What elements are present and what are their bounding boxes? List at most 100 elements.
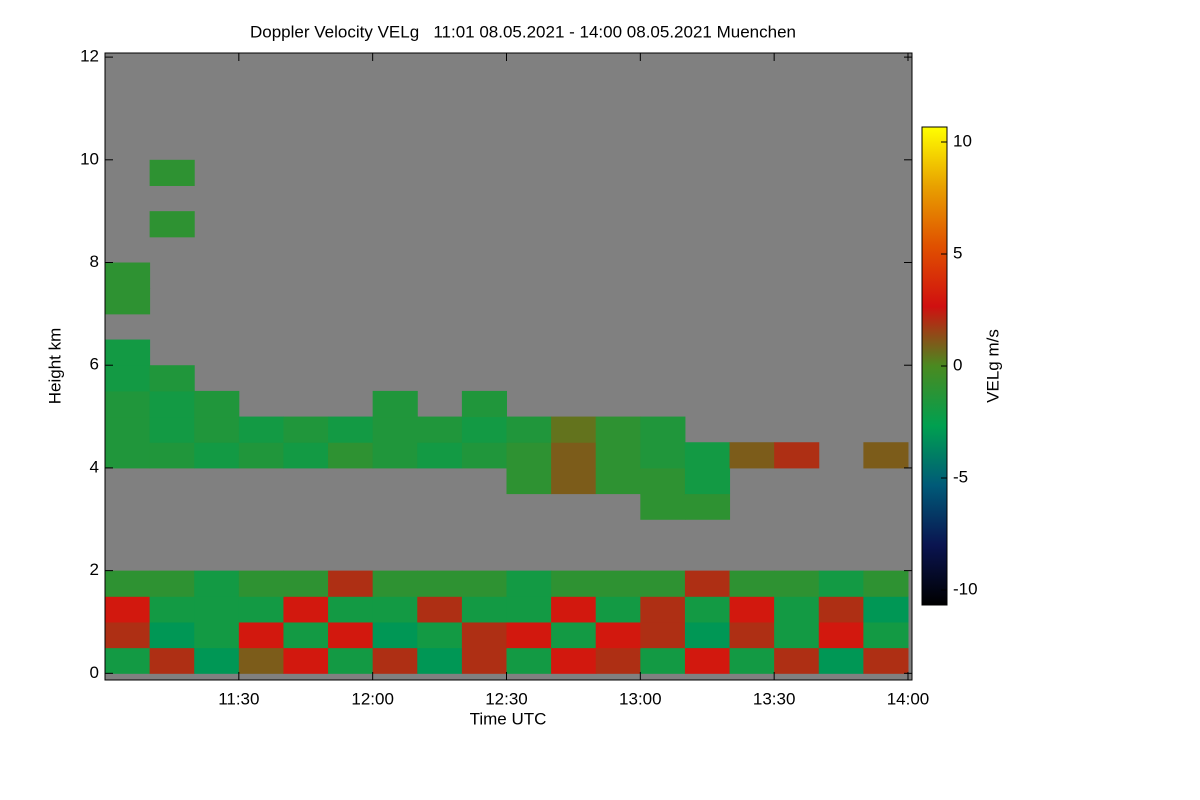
heat-cell <box>684 596 731 623</box>
heat-cell <box>461 621 507 649</box>
heat-cell <box>595 416 641 443</box>
heat-cell <box>640 570 686 597</box>
heat-cell <box>328 596 374 623</box>
heat-cell <box>863 621 909 649</box>
heat-cell <box>684 493 731 520</box>
heat-cell <box>105 596 151 623</box>
x-tick-label: 11:30 <box>218 689 259 708</box>
colorbar-label: VELg m/s <box>983 329 1002 403</box>
heat-cell <box>863 596 909 623</box>
heat-cell <box>105 339 151 366</box>
heat-cell <box>194 416 240 443</box>
heat-cell <box>105 442 151 469</box>
heat-cell <box>194 390 240 418</box>
y-tick-label: 8 <box>90 252 99 271</box>
heat-cell <box>551 570 597 597</box>
heat-cell <box>105 570 151 597</box>
heat-cell <box>506 416 552 443</box>
heat-cell <box>372 570 418 597</box>
x-tick-label: 12:30 <box>485 689 528 708</box>
colorbar-tick-label: 5 <box>953 243 962 262</box>
heat-cell <box>774 596 820 623</box>
heat-cell <box>684 442 731 469</box>
heat-cell <box>729 647 775 674</box>
heat-cell <box>684 621 731 649</box>
heat-cell <box>729 596 775 623</box>
heat-cell <box>818 596 864 623</box>
y-tick-label: 12 <box>80 47 99 66</box>
heat-cell <box>774 442 820 469</box>
heat-cell <box>149 159 195 186</box>
heat-cell <box>238 442 284 469</box>
heat-cell <box>105 390 151 418</box>
heat-cell <box>506 647 552 674</box>
y-tick-label: 0 <box>90 663 99 682</box>
heat-cell <box>461 442 507 469</box>
heat-cell <box>283 442 329 469</box>
heat-cell <box>595 621 641 649</box>
x-tick-label: 13:00 <box>619 689 662 708</box>
heat-cell <box>238 621 284 649</box>
heat-cell <box>461 596 507 623</box>
y-tick-label: 6 <box>90 355 99 374</box>
heat-cell <box>372 621 418 649</box>
heat-cell <box>640 621 686 649</box>
heat-cell <box>461 416 507 443</box>
heat-cell <box>506 596 552 623</box>
heat-cell <box>372 647 418 674</box>
heat-cell <box>328 442 374 469</box>
plot-frame <box>104 52 913 681</box>
heat-cell <box>595 596 641 623</box>
x-tick-label: 12:00 <box>351 689 394 708</box>
heat-cell <box>417 570 463 597</box>
heat-cell <box>105 365 151 392</box>
heat-cell <box>863 647 909 674</box>
heat-cell <box>149 365 195 392</box>
heat-cell <box>328 570 374 597</box>
x-tick-label: 14:00 <box>887 689 930 708</box>
heat-cell <box>774 570 820 597</box>
heat-cell <box>283 621 329 649</box>
colorbar-tick-label: -10 <box>953 579 978 598</box>
heat-cell <box>774 621 820 649</box>
y-tick-label: 10 <box>80 149 99 168</box>
y-axis-label: Height km <box>45 328 64 405</box>
x-axis-label: Time UTC <box>470 709 547 728</box>
heat-cell <box>640 467 686 495</box>
heat-cell <box>417 647 463 674</box>
heat-cell <box>149 390 195 418</box>
heat-cell <box>729 621 775 649</box>
heat-cell <box>863 442 909 469</box>
heat-cell <box>684 647 731 674</box>
y-tick-label: 2 <box>90 560 99 579</box>
heat-cell <box>372 390 418 418</box>
heat-cell <box>372 596 418 623</box>
heat-cell <box>283 647 329 674</box>
heat-cell <box>372 442 418 469</box>
heat-cell <box>640 596 686 623</box>
heat-cell <box>640 442 686 469</box>
heat-cell <box>551 442 597 469</box>
heat-cell <box>551 621 597 649</box>
heat-cell <box>551 467 597 495</box>
heat-cell <box>417 596 463 623</box>
heat-cell <box>551 416 597 443</box>
heat-cell <box>194 621 240 649</box>
heat-cell <box>149 647 195 674</box>
heat-cell <box>863 570 909 597</box>
heat-cell <box>684 467 731 495</box>
heat-cell <box>684 570 731 597</box>
heat-cell <box>595 570 641 597</box>
heat-cell <box>149 211 195 238</box>
heat-cell <box>328 621 374 649</box>
heat-cell <box>729 570 775 597</box>
heat-cell <box>506 621 552 649</box>
heat-cell <box>461 390 507 418</box>
heat-cell <box>372 416 418 443</box>
colorbar-tick-label: -5 <box>953 467 968 486</box>
heat-cell <box>283 570 329 597</box>
heat-cell <box>640 493 686 520</box>
heat-cell <box>194 596 240 623</box>
heat-cell <box>461 647 507 674</box>
